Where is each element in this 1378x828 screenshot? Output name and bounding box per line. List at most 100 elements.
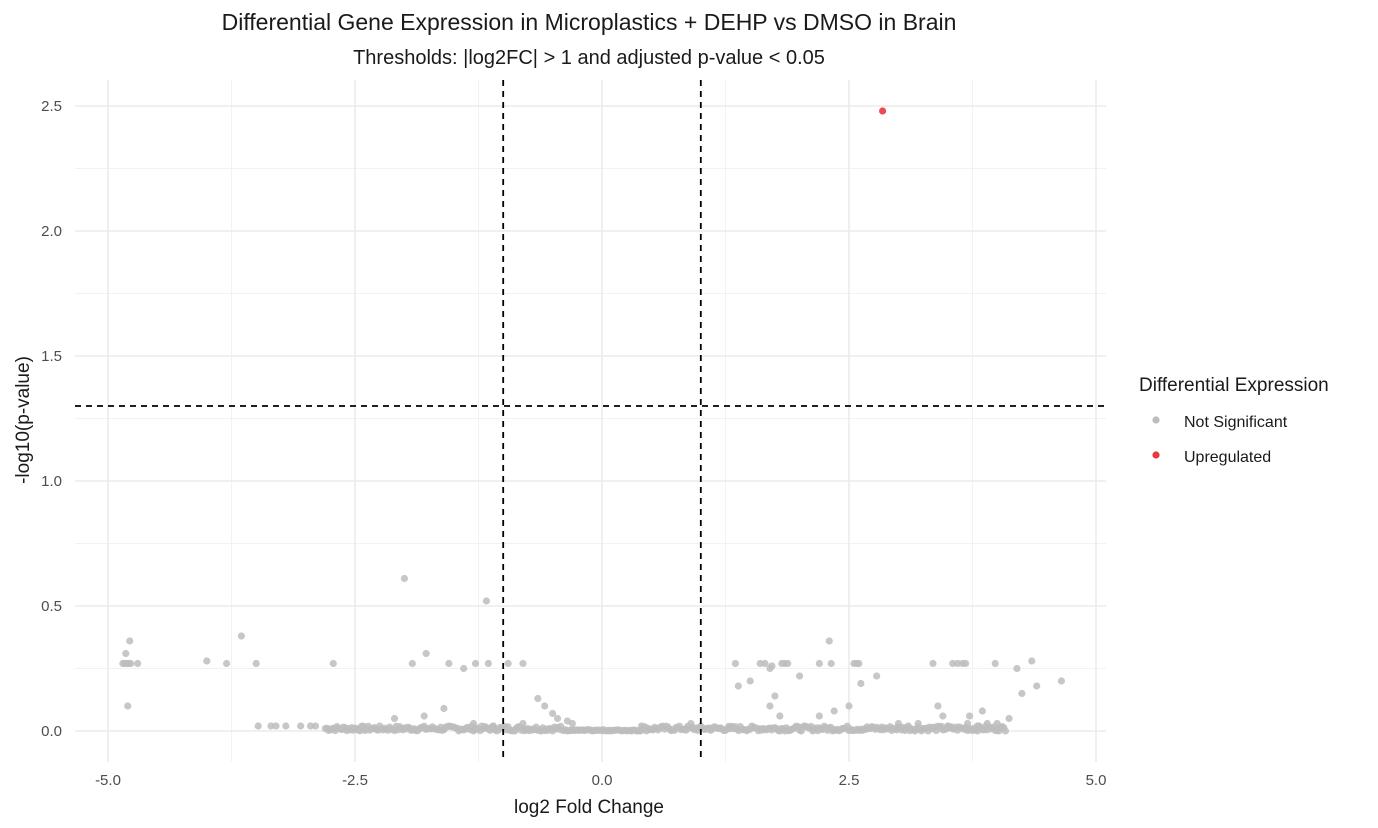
upregulated-points <box>878 107 887 115</box>
data-point-not-significant <box>768 662 776 670</box>
y-axis-ticks: 0.0 0.5 1.0 1.5 2.0 2.5 <box>41 98 62 740</box>
data-point-not-significant <box>504 659 512 668</box>
data-point-not-significant <box>873 672 881 680</box>
data-point-not-significant <box>553 714 562 723</box>
legend-label-upregulated: Upregulated <box>1184 449 1271 466</box>
data-point-not-significant <box>408 659 416 668</box>
data-point-not-significant <box>203 657 211 665</box>
x-tick-label: -2.5 <box>342 772 368 789</box>
data-point-not-significant <box>127 659 135 668</box>
y-tick-label: 1.5 <box>41 348 62 365</box>
data-point-not-significant <box>400 574 408 583</box>
data-point-not-significant <box>1028 657 1036 665</box>
not-significant-points <box>119 574 1066 735</box>
data-point-not-significant <box>954 659 962 668</box>
data-point-not-significant <box>815 659 823 668</box>
x-tick-label: 0.0 <box>592 772 613 789</box>
data-point-not-significant <box>963 719 972 728</box>
data-point-not-significant <box>855 659 863 668</box>
legend: Differential Expression Not Significant … <box>1139 375 1329 466</box>
data-point-not-significant <box>541 702 549 710</box>
threshold-lines <box>75 80 1106 762</box>
data-point-not-significant <box>815 712 823 720</box>
data-point-not-significant <box>726 724 735 733</box>
data-point-not-significant <box>939 712 947 720</box>
data-point-not-significant <box>983 719 991 728</box>
data-point-not-significant <box>272 722 280 730</box>
data-point-not-significant <box>282 722 290 730</box>
data-point-not-significant <box>993 719 1001 728</box>
x-tick-label: 2.5 <box>839 772 860 789</box>
data-point-not-significant <box>667 726 675 734</box>
data-point-not-significant <box>637 722 646 730</box>
data-point-not-significant <box>134 659 142 668</box>
x-axis-label: log2 Fold Change <box>514 797 664 818</box>
data-point-not-significant <box>796 672 804 680</box>
data-point-upregulated <box>878 107 887 115</box>
data-point-not-significant <box>766 702 774 710</box>
data-point-not-significant <box>746 677 754 685</box>
data-point-not-significant <box>904 722 912 730</box>
legend-swatch-not-significant <box>1152 416 1160 424</box>
data-point-not-significant <box>756 659 764 668</box>
data-point-not-significant <box>857 679 865 688</box>
data-point-not-significant <box>978 707 986 715</box>
data-point-not-significant <box>568 719 576 728</box>
data-point-not-significant <box>469 719 478 728</box>
data-point-not-significant <box>959 659 967 668</box>
data-point-not-significant <box>965 712 974 720</box>
major-gridlines <box>75 80 1106 762</box>
data-point-not-significant <box>991 659 999 668</box>
data-point-not-significant <box>297 722 305 730</box>
data-point-not-significant <box>267 722 275 730</box>
data-point-not-significant <box>460 664 468 673</box>
data-point-not-significant <box>825 637 833 645</box>
data-point-not-significant <box>311 722 320 730</box>
data-point-not-significant <box>929 659 937 668</box>
y-tick-label: 0.0 <box>41 723 62 740</box>
y-tick-label: 2.0 <box>41 223 62 240</box>
data-point-not-significant <box>122 649 130 658</box>
data-point-not-significant <box>1005 714 1013 723</box>
data-point-not-significant <box>1033 682 1041 690</box>
data-point-not-significant <box>482 597 491 605</box>
data-point-not-significant <box>489 722 497 730</box>
data-point-not-significant <box>252 659 260 668</box>
y-tick-label: 1.0 <box>41 473 62 490</box>
data-point-not-significant <box>734 682 742 690</box>
data-point-not-significant <box>894 719 903 728</box>
data-point-not-significant <box>784 659 792 668</box>
data-point-not-significant <box>534 694 542 703</box>
data-point-not-significant <box>471 659 480 668</box>
data-point-not-significant <box>519 659 527 668</box>
data-point-not-significant <box>1001 727 1010 735</box>
data-point-not-significant <box>827 659 835 668</box>
data-point-not-significant <box>254 722 262 730</box>
data-point-not-significant <box>731 659 739 668</box>
data-point-not-significant <box>445 659 453 668</box>
data-point-not-significant <box>1057 677 1066 685</box>
data-point-not-significant <box>707 724 715 733</box>
y-tick-label: 0.5 <box>41 598 62 615</box>
data-point-not-significant <box>306 722 315 730</box>
minor-gridlines <box>75 80 1106 762</box>
data-point-not-significant <box>124 702 132 710</box>
data-point-not-significant <box>549 709 557 718</box>
x-axis-ticks: -5.0 -2.5 0.0 2.5 5.0 <box>95 772 1106 789</box>
data-point-not-significant <box>1018 689 1026 698</box>
data-point-not-significant <box>420 712 428 720</box>
data-point-not-significant <box>761 659 769 668</box>
x-tick-label: -5.0 <box>95 772 121 789</box>
y-tick-label: 2.5 <box>41 98 62 115</box>
data-point-not-significant <box>1013 664 1021 673</box>
data-point-not-significant <box>484 659 492 668</box>
data-point-not-significant <box>329 659 337 668</box>
chart-subtitle: Thresholds: |log2FC| > 1 and adjusted p-… <box>353 47 825 69</box>
data-point-not-significant <box>771 692 779 700</box>
data-point-not-significant <box>944 722 952 730</box>
legend-swatch-upregulated <box>1152 451 1160 459</box>
data-point-not-significant <box>126 637 134 645</box>
data-point-not-significant <box>830 707 838 715</box>
data-point-not-significant <box>973 722 982 730</box>
